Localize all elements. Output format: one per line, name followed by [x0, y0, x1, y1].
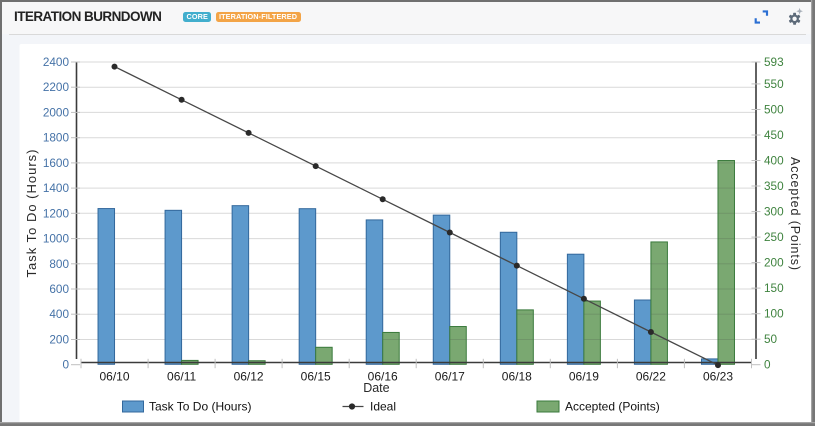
svg-text:300: 300: [764, 206, 784, 219]
svg-text:500: 500: [764, 104, 784, 117]
svg-text:1800: 1800: [43, 132, 70, 145]
svg-text:06/19: 06/19: [569, 370, 599, 384]
svg-text:400: 400: [764, 155, 784, 168]
svg-text:Accepted (Points): Accepted (Points): [788, 157, 802, 271]
svg-text:450: 450: [764, 129, 784, 142]
svg-text:Date: Date: [363, 381, 389, 395]
svg-text:06/22: 06/22: [636, 370, 666, 384]
svg-text:06/10: 06/10: [99, 370, 129, 384]
svg-text:100: 100: [764, 308, 784, 321]
svg-text:600: 600: [49, 283, 69, 296]
svg-text:Task To Do (Hours): Task To Do (Hours): [24, 148, 39, 277]
svg-text:1400: 1400: [43, 182, 70, 195]
svg-text:400: 400: [49, 308, 69, 321]
svg-text:0: 0: [764, 359, 771, 372]
svg-text:06/11: 06/11: [167, 370, 196, 384]
svg-text:1600: 1600: [43, 157, 70, 170]
svg-text:1000: 1000: [43, 233, 70, 246]
svg-text:593: 593: [764, 56, 784, 69]
svg-text:150: 150: [764, 282, 784, 295]
svg-text:350: 350: [764, 180, 784, 193]
svg-text:06/15: 06/15: [301, 370, 331, 384]
svg-text:06/18: 06/18: [502, 370, 532, 384]
svg-text:06/17: 06/17: [435, 370, 465, 384]
svg-text:800: 800: [49, 258, 69, 271]
svg-text:06/23: 06/23: [703, 370, 733, 384]
svg-text:1200: 1200: [43, 207, 70, 220]
svg-text:2400: 2400: [43, 56, 70, 69]
svg-text:50: 50: [764, 333, 778, 346]
svg-text:Ideal: Ideal: [370, 400, 396, 414]
svg-text:550: 550: [764, 78, 784, 91]
svg-text:0: 0: [62, 359, 69, 372]
svg-text:06/16: 06/16: [368, 370, 398, 384]
svg-text:Task To Do (Hours): Task To Do (Hours): [149, 400, 251, 414]
svg-text:Accepted (Points): Accepted (Points): [565, 400, 660, 414]
svg-text:2000: 2000: [43, 106, 70, 119]
svg-text:2200: 2200: [43, 81, 70, 94]
svg-text:200: 200: [764, 257, 784, 270]
svg-text:250: 250: [764, 231, 784, 244]
svg-text:06/12: 06/12: [234, 370, 264, 384]
svg-text:200: 200: [49, 334, 69, 347]
